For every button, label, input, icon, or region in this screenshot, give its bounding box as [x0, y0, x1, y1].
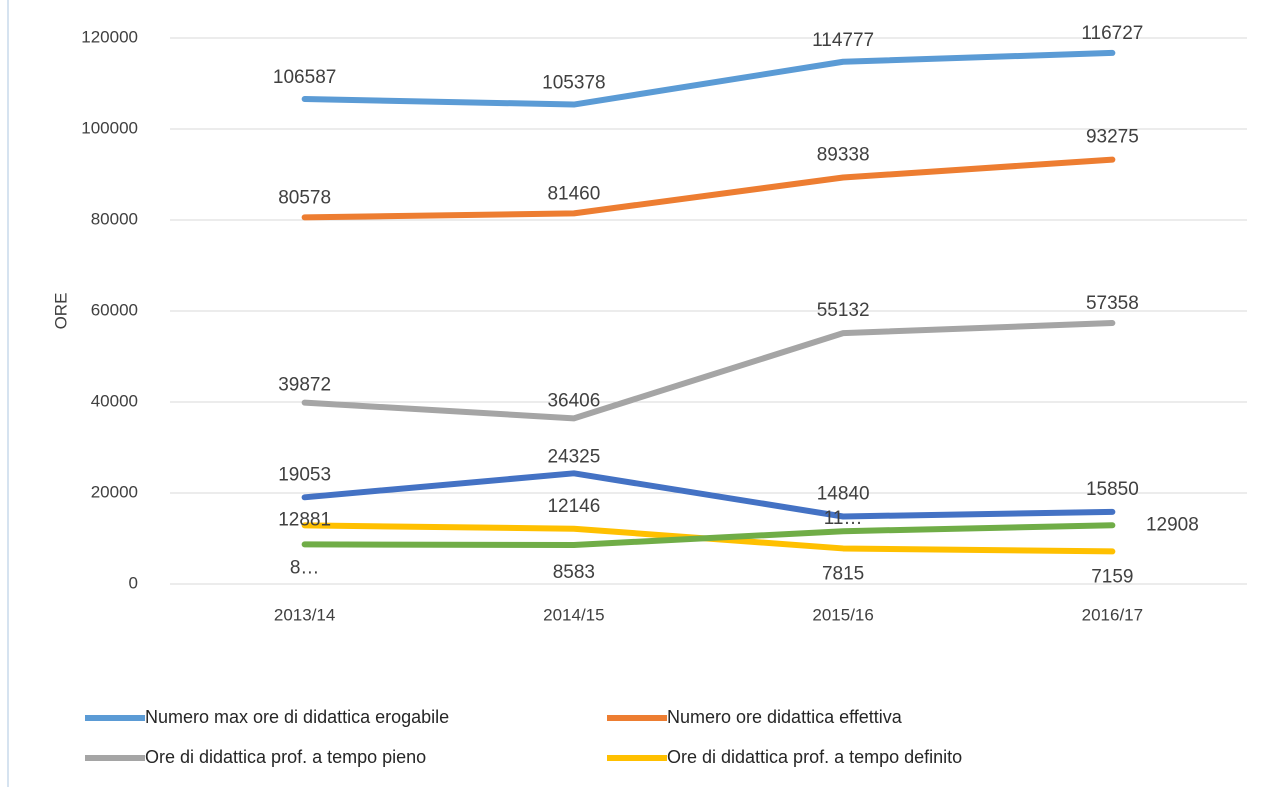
data-label: 81460	[547, 183, 600, 204]
data-label: 106587	[273, 67, 336, 88]
data-label: 105378	[542, 73, 605, 94]
legend-label: Ore di didattica prof. a tempo definito	[667, 747, 962, 767]
data-label: 55132	[817, 300, 870, 321]
y-tick-label: 0	[129, 573, 138, 592]
data-label: 14840	[817, 483, 870, 504]
series-line	[301, 320, 1116, 422]
data-label: 7815	[822, 563, 864, 584]
series-line	[301, 49, 1116, 108]
x-tick-label: 2015/16	[812, 605, 873, 624]
data-label: 11…	[824, 508, 863, 529]
data-label: 12146	[547, 496, 600, 517]
legend-label: Numero ore didattica effettiva	[667, 707, 903, 727]
data-label: 116727	[1081, 23, 1143, 44]
data-label: 39872	[278, 375, 331, 396]
y-tick-label: 120000	[81, 27, 138, 46]
y-axis-label: ORE	[51, 293, 70, 330]
data-label: 93275	[1086, 127, 1139, 148]
data-label: 8583	[553, 562, 595, 583]
data-label: 36406	[547, 390, 600, 411]
y-tick-label: 40000	[91, 391, 138, 410]
legend-label: Ore di didattica prof. a tempo pieno	[145, 747, 426, 767]
series-line	[301, 522, 1116, 548]
series-line	[301, 470, 1116, 520]
x-tick-label: 2013/14	[274, 605, 335, 624]
data-label: 57358	[1086, 293, 1139, 314]
y-tick-label: 60000	[91, 300, 138, 319]
data-label: 15850	[1086, 479, 1139, 500]
data-label: 12908	[1146, 514, 1199, 535]
data-label: 24325	[547, 446, 600, 467]
y-tick-label: 20000	[91, 482, 138, 501]
y-tick-label: 100000	[81, 118, 138, 137]
x-tick-label: 2016/17	[1082, 605, 1143, 624]
data-label: 89338	[817, 145, 870, 166]
data-label: 114777	[812, 30, 874, 51]
data-label: 19053	[278, 464, 331, 485]
x-tick-label: 2014/15	[543, 605, 604, 624]
data-label: 80578	[278, 187, 331, 208]
data-label: 8…	[290, 557, 320, 578]
series-line	[301, 156, 1116, 221]
data-label: 7159	[1091, 566, 1133, 587]
data-label: 12881	[278, 509, 331, 530]
legend-label: Numero max ore di didattica erogabile	[145, 707, 449, 727]
y-tick-label: 80000	[91, 209, 138, 228]
